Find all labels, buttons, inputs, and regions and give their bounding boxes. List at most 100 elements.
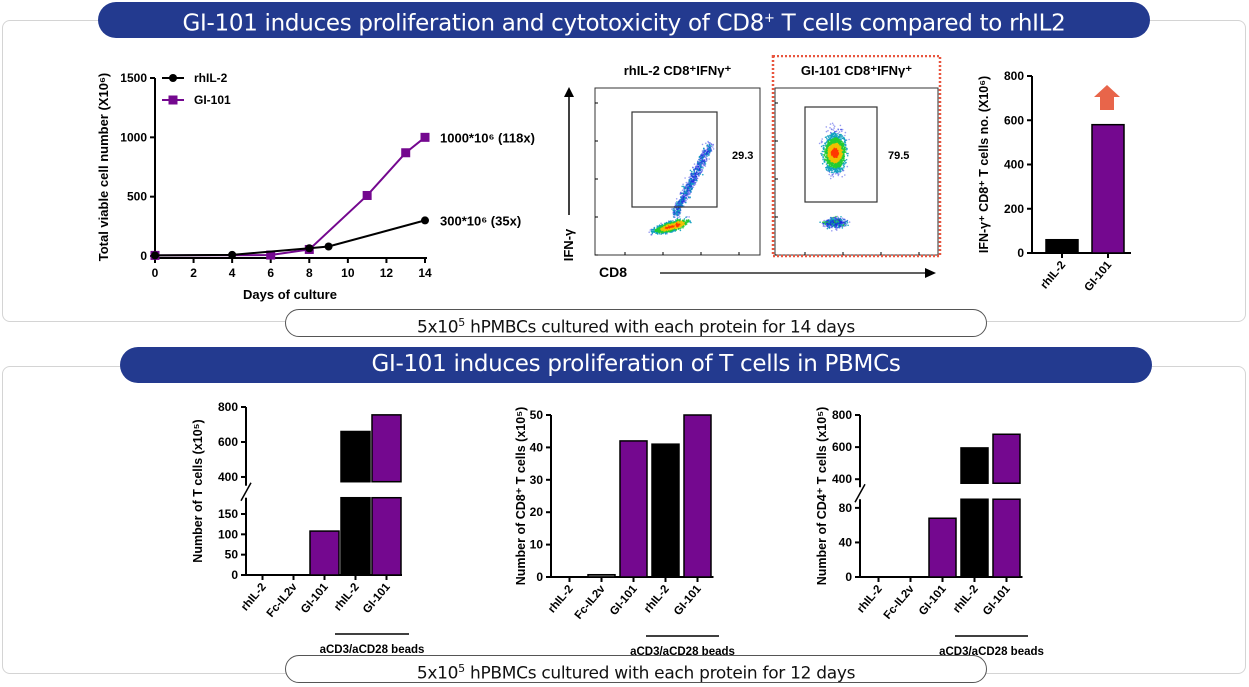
- flow-event: [674, 212, 676, 214]
- flow-event: [694, 183, 697, 185]
- flow-event: [840, 218, 842, 221]
- flow-event: [831, 122, 834, 125]
- flow-event: [841, 128, 844, 131]
- x-tick-label: rhIL-2: [951, 583, 981, 615]
- flow-event: [824, 158, 826, 160]
- flow-event: [700, 171, 703, 173]
- flow-event: [679, 202, 682, 204]
- flow-event: [687, 219, 690, 221]
- flow-event: [820, 141, 823, 144]
- y-tick-label: 500: [127, 190, 147, 204]
- section2-footer-pill: 5x105 hPBMCs cultured with each protein …: [285, 655, 987, 684]
- flow-event: [694, 167, 696, 169]
- x-tick-label: Fc-IL2v: [265, 581, 300, 620]
- flow-event: [695, 166, 697, 169]
- y-tick-label: 400: [1004, 158, 1024, 172]
- flow-event: [848, 221, 851, 223]
- flow-event: [683, 195, 686, 197]
- flow-event: [837, 148, 839, 150]
- flow-event: [682, 185, 685, 188]
- flow-event: [691, 181, 694, 183]
- flow-event: [830, 148, 833, 150]
- flow-event: [686, 184, 688, 186]
- flow-event: [659, 226, 662, 229]
- flow-event: [690, 174, 693, 176]
- y-tick-label: 1000: [120, 130, 147, 144]
- flow-event: [679, 199, 682, 202]
- flow-event: [841, 130, 843, 133]
- flow-event: [679, 204, 682, 207]
- flow-event: [686, 195, 688, 198]
- flow-event: [826, 222, 829, 225]
- flow-event: [696, 166, 698, 169]
- flow-event: [683, 190, 686, 193]
- flow-event: [826, 155, 828, 157]
- flow-event: [700, 171, 702, 174]
- flow-event: [846, 165, 849, 168]
- flow-event: [688, 182, 690, 185]
- flow-event: [831, 138, 834, 141]
- flow-event: [699, 168, 701, 170]
- flow-event: [679, 192, 682, 194]
- flow-event: [674, 222, 676, 225]
- flow-event: [677, 224, 680, 227]
- flow-event: [693, 180, 695, 182]
- flow-event: [822, 158, 824, 161]
- flow-event: [832, 225, 835, 227]
- flow-event: [663, 230, 665, 232]
- flow-event: [820, 152, 822, 155]
- flow-event: [695, 181, 697, 184]
- flow-event: [692, 178, 695, 180]
- flow-event: [677, 222, 679, 224]
- flow-event: [704, 161, 706, 163]
- flow-event: [823, 154, 826, 157]
- flow-event: [709, 146, 711, 149]
- flow-event: [687, 187, 689, 190]
- flow-event: [703, 164, 706, 166]
- flow-event: [827, 155, 830, 157]
- flow-event: [705, 160, 708, 163]
- x-tick-label: rhIL-2: [642, 583, 672, 615]
- flow-event: [685, 196, 688, 199]
- flow-event: [826, 146, 828, 148]
- flow-event: [685, 185, 688, 188]
- flow-event: [703, 151, 705, 154]
- flow-event: [829, 177, 832, 180]
- y-tick-label: 200: [1004, 202, 1024, 216]
- flow-event: [681, 198, 683, 200]
- flow-event: [675, 198, 678, 200]
- flow-event: [701, 153, 703, 156]
- flow-event: [834, 139, 836, 141]
- flow-event: [672, 220, 674, 222]
- flow-event: [837, 128, 840, 131]
- flow-event: [689, 175, 692, 178]
- flow-event: [681, 185, 683, 188]
- flow-event: [704, 150, 707, 152]
- flow-event: [828, 173, 830, 176]
- y-tick-label: 0: [231, 568, 238, 582]
- flow-event: [690, 188, 693, 190]
- y-tick-label: 150: [218, 507, 238, 521]
- flow-event: [712, 144, 714, 146]
- flow-event: [705, 149, 708, 151]
- flow-event: [703, 164, 705, 166]
- flow-event: [693, 175, 695, 177]
- flow-event: [823, 144, 825, 147]
- flow-event: [696, 177, 698, 180]
- flow-event: [694, 177, 696, 179]
- flow-event: [836, 227, 838, 230]
- flow-event: [664, 229, 667, 232]
- footer1-pre: 5x10: [416, 317, 459, 338]
- flow-event: [649, 229, 652, 231]
- flow-event: [691, 180, 693, 183]
- flow-event: [843, 148, 845, 150]
- flow-event: [688, 192, 691, 195]
- flow-event: [824, 142, 827, 144]
- flow-event: [700, 156, 702, 159]
- bar-rhIL-2-lower: [340, 496, 371, 576]
- flow-event: [658, 230, 660, 232]
- flow-event: [694, 167, 697, 170]
- flow-event: [684, 192, 686, 194]
- series-annotation: 1000*10⁶ (118x): [440, 130, 535, 145]
- flow-event: [690, 172, 692, 175]
